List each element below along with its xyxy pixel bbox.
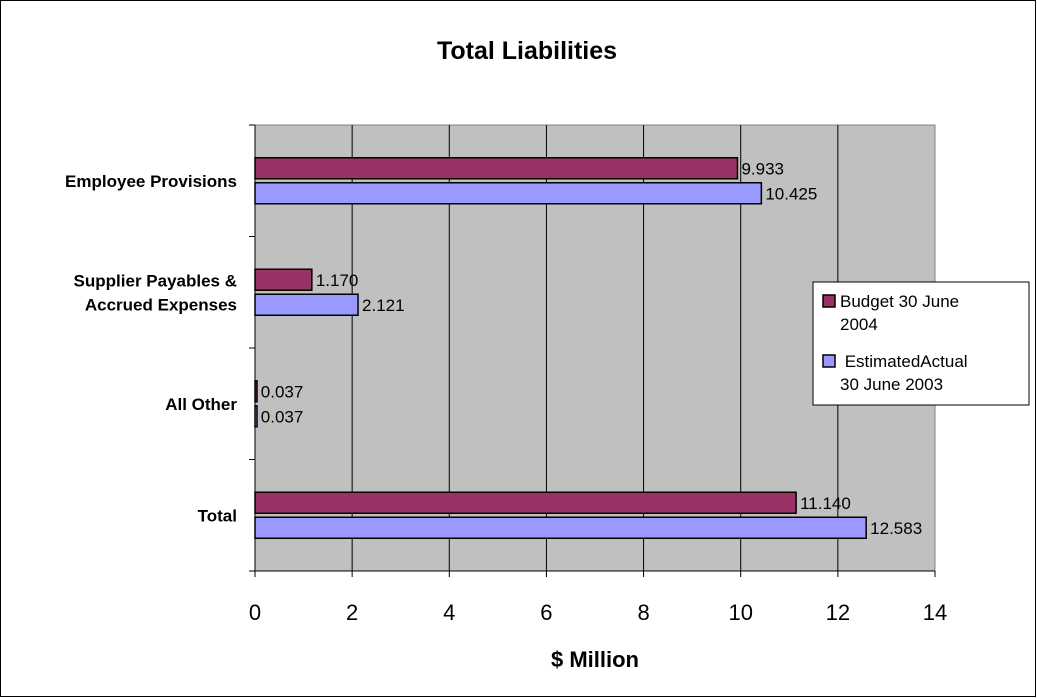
chart-title: Total Liabilities [437,37,617,65]
x-tick-label: 10 [728,600,752,625]
x-tick-label: 14 [923,600,947,625]
category-label: Employee Provisions [65,172,237,191]
x-tick-label: 8 [637,600,649,625]
category-label: Total [198,506,237,525]
category-label: All Other [165,395,237,414]
x-axis-title: $ Million [551,647,639,672]
data-label: 1.170 [316,271,359,290]
axes [249,124,936,577]
data-label: 12.583 [870,519,922,538]
legend-swatch [822,294,836,308]
legend: Budget 30 June 2004 EstimatedActual 30 Jun… [812,281,1030,406]
bar-estimatedactual [254,405,258,428]
legend-label: 2004 [840,315,878,334]
data-label: 10.425 [765,184,817,203]
legend-label: EstimatedActual [840,352,968,371]
legend-box [812,281,1030,406]
data-label: 0.037 [261,407,304,426]
bar-budget-30-june [254,157,739,180]
bar-estimatedactual [254,516,867,539]
x-tick-labels: 0 2 4 6 8 10 12 14 [249,600,947,625]
legend-label: Budget 30 June [840,292,959,311]
x-tick-label: 12 [826,600,850,625]
x-tick-label: 0 [249,600,261,625]
category-labels: Employee Provisions Supplier Payables & Ac… [65,172,237,526]
category-label: Supplier Payables & [74,271,237,290]
x-tick-label: 6 [540,600,552,625]
data-label: 2.121 [362,296,405,315]
legend-swatch [822,354,836,368]
bar-budget-30-june [254,380,258,403]
x-tick-label: 4 [443,600,455,625]
bar-estimatedactual [254,182,763,205]
bar-budget-30-june [254,491,797,514]
category-label: Accrued Expenses [85,295,237,314]
data-label: 0.037 [261,382,304,401]
legend-label: 30 June 2003 [840,375,943,394]
bar-estimatedactual [254,293,359,316]
data-label: 9.933 [741,159,784,178]
x-tick-label: 2 [346,600,358,625]
bar-budget-30-june [254,268,313,291]
data-label: 11.140 [800,494,851,513]
bars [254,157,867,539]
